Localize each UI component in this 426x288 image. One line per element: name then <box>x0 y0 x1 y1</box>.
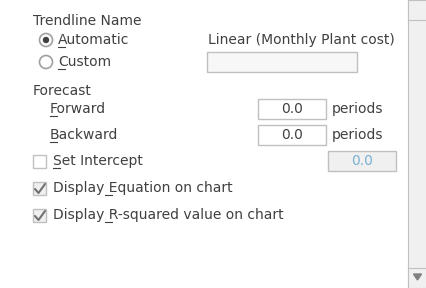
FancyBboxPatch shape <box>407 0 426 20</box>
Text: Set Intercept: Set Intercept <box>53 154 143 168</box>
Text: Linear (Monthly Plant cost): Linear (Monthly Plant cost) <box>207 33 394 47</box>
Circle shape <box>43 37 49 43</box>
FancyBboxPatch shape <box>33 209 46 221</box>
FancyBboxPatch shape <box>407 0 426 288</box>
Text: Trendline Name: Trendline Name <box>33 14 141 28</box>
Circle shape <box>40 56 52 69</box>
Text: 0.0: 0.0 <box>350 154 372 168</box>
Text: periods: periods <box>331 128 383 142</box>
Polygon shape <box>412 274 420 280</box>
Text: Display Equation on chart: Display Equation on chart <box>53 181 232 195</box>
FancyBboxPatch shape <box>257 125 325 145</box>
Text: Display R-squared value on chart: Display R-squared value on chart <box>53 208 283 222</box>
Circle shape <box>40 33 52 46</box>
FancyBboxPatch shape <box>407 268 426 288</box>
FancyBboxPatch shape <box>257 99 325 119</box>
FancyBboxPatch shape <box>327 151 395 171</box>
Text: periods: periods <box>331 102 383 116</box>
Text: Automatic: Automatic <box>58 33 129 47</box>
FancyBboxPatch shape <box>207 52 356 72</box>
Text: Backward: Backward <box>50 128 118 142</box>
FancyBboxPatch shape <box>33 154 46 168</box>
Text: Custom: Custom <box>58 55 111 69</box>
Text: 0.0: 0.0 <box>280 102 302 116</box>
Text: 0.0: 0.0 <box>280 128 302 142</box>
FancyBboxPatch shape <box>33 181 46 194</box>
Text: Forward: Forward <box>50 102 106 116</box>
Text: Forecast: Forecast <box>33 84 92 98</box>
